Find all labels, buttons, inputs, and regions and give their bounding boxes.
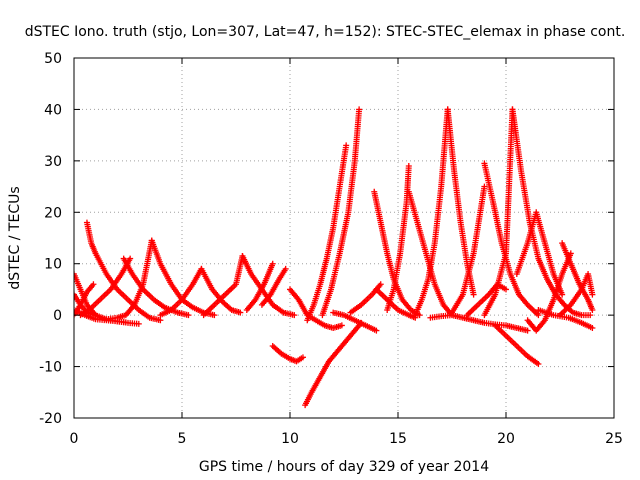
plus-marker <box>90 281 97 288</box>
arc-series <box>481 106 516 319</box>
arc-series <box>269 343 306 365</box>
arc-series <box>535 307 596 331</box>
x-tick-label: 10 <box>281 431 299 447</box>
plot-area <box>74 106 596 409</box>
plus-marker <box>589 325 596 331</box>
arc-series <box>304 142 350 324</box>
x-tick-label: 5 <box>178 431 187 447</box>
plus-marker <box>377 281 384 288</box>
plus-marker <box>503 286 509 293</box>
x-tick-label: 25 <box>605 431 623 447</box>
arc-series <box>347 281 384 316</box>
y-tick-label: 40 <box>44 102 62 118</box>
arc-series <box>243 260 276 313</box>
chart-title: dSTEC Iono. truth (stjo, Lon=307, Lat=47… <box>25 24 626 40</box>
y-tick-label: 10 <box>44 257 62 273</box>
arc-series <box>319 106 363 319</box>
plus-marker <box>343 142 350 149</box>
arc-series <box>509 106 594 319</box>
arc-series <box>449 183 488 316</box>
plot-border <box>73 57 615 419</box>
plus-marker <box>269 260 276 267</box>
arc-series <box>157 265 205 319</box>
x-axis-label: GPS time / hours of day 329 of year 2014 <box>199 459 489 475</box>
plus-marker <box>299 354 306 361</box>
plus-marker <box>405 163 412 169</box>
plus-marker <box>356 106 363 113</box>
plus-marker <box>211 312 218 319</box>
plus-marker <box>567 250 574 257</box>
y-tick-label: 0 <box>53 308 62 324</box>
plus-marker <box>157 317 164 324</box>
plus-marker <box>587 312 594 319</box>
plus-marker <box>338 322 345 329</box>
arc-series <box>427 312 531 334</box>
arc-series <box>559 240 596 313</box>
plus-marker <box>559 291 566 298</box>
plus-marker <box>282 265 289 272</box>
y-tick-label: 20 <box>44 205 62 221</box>
arc-series <box>444 106 477 298</box>
y-axis-label: dSTEC / TECUs <box>7 186 23 289</box>
plus-marker <box>589 291 596 298</box>
plus-marker <box>135 320 142 327</box>
plus-marker <box>74 271 77 277</box>
arc-series <box>405 188 455 319</box>
arc-series <box>83 219 164 324</box>
plus-marker <box>237 309 244 316</box>
arc-series <box>258 265 289 308</box>
plus-marker <box>535 361 542 367</box>
arc-series <box>412 106 451 319</box>
y-tick-label: -10 <box>39 360 62 376</box>
plus-marker <box>127 255 134 262</box>
arc-series <box>302 319 365 409</box>
y-tick-label: -20 <box>39 411 62 427</box>
plus-marker <box>470 291 477 298</box>
plus-marker <box>373 327 380 334</box>
plus-marker <box>589 307 596 313</box>
arc-series <box>492 322 542 367</box>
axis-ticks: 0 5 10 15 20 25 -20 -10 0 10 20 30 40 50 <box>39 51 623 447</box>
arc-series <box>371 188 423 319</box>
x-tick-label: 20 <box>497 431 515 447</box>
plus-marker <box>481 183 488 190</box>
y-tick-label: 30 <box>44 154 62 170</box>
plus-marker <box>74 291 77 298</box>
arc-series <box>198 265 244 316</box>
plus-marker <box>291 312 298 319</box>
x-tick-label: 0 <box>70 431 79 447</box>
plus-marker <box>524 327 531 334</box>
arc-series <box>481 160 542 319</box>
x-tick-label: 15 <box>389 431 407 447</box>
plus-marker <box>535 312 542 319</box>
arc-series <box>330 309 380 334</box>
plus-marker <box>185 312 192 319</box>
y-tick-label: 50 <box>44 51 62 67</box>
arc-series <box>524 250 574 334</box>
